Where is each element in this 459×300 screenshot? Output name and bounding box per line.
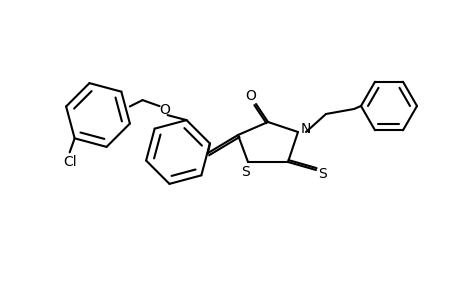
Text: N: N bbox=[300, 122, 310, 136]
Text: O: O bbox=[245, 89, 256, 103]
Text: Cl: Cl bbox=[63, 155, 76, 169]
Text: O: O bbox=[159, 103, 170, 117]
Text: S: S bbox=[318, 167, 327, 181]
Text: S: S bbox=[241, 165, 250, 179]
